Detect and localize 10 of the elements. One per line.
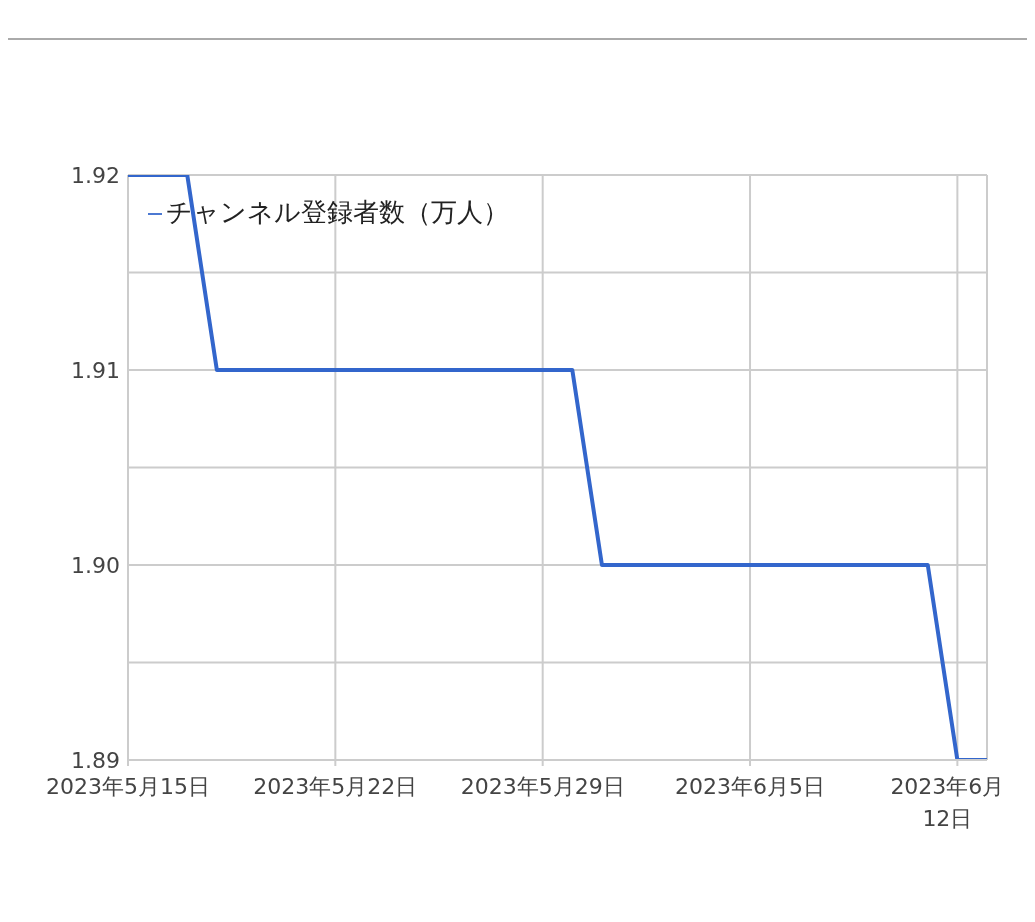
y-tick-label: 1.89 <box>71 747 120 773</box>
x-tick-label: 2023年5月22日 <box>253 774 418 799</box>
y-tick-label: 1.91 <box>71 357 120 383</box>
x-tick-label: 2023年6月12日 <box>890 774 1005 831</box>
y-tick-label: 1.90 <box>71 552 120 578</box>
legend-label: チャンネル登録者数（万人） <box>166 197 509 227</box>
x-tick-label: 2023年5月29日 <box>460 774 625 799</box>
y-tick-label: 1.92 <box>71 162 120 188</box>
x-tick-label: 2023年5月15日 <box>46 774 210 799</box>
x-tick-label: 2023年6月5日 <box>675 774 826 799</box>
